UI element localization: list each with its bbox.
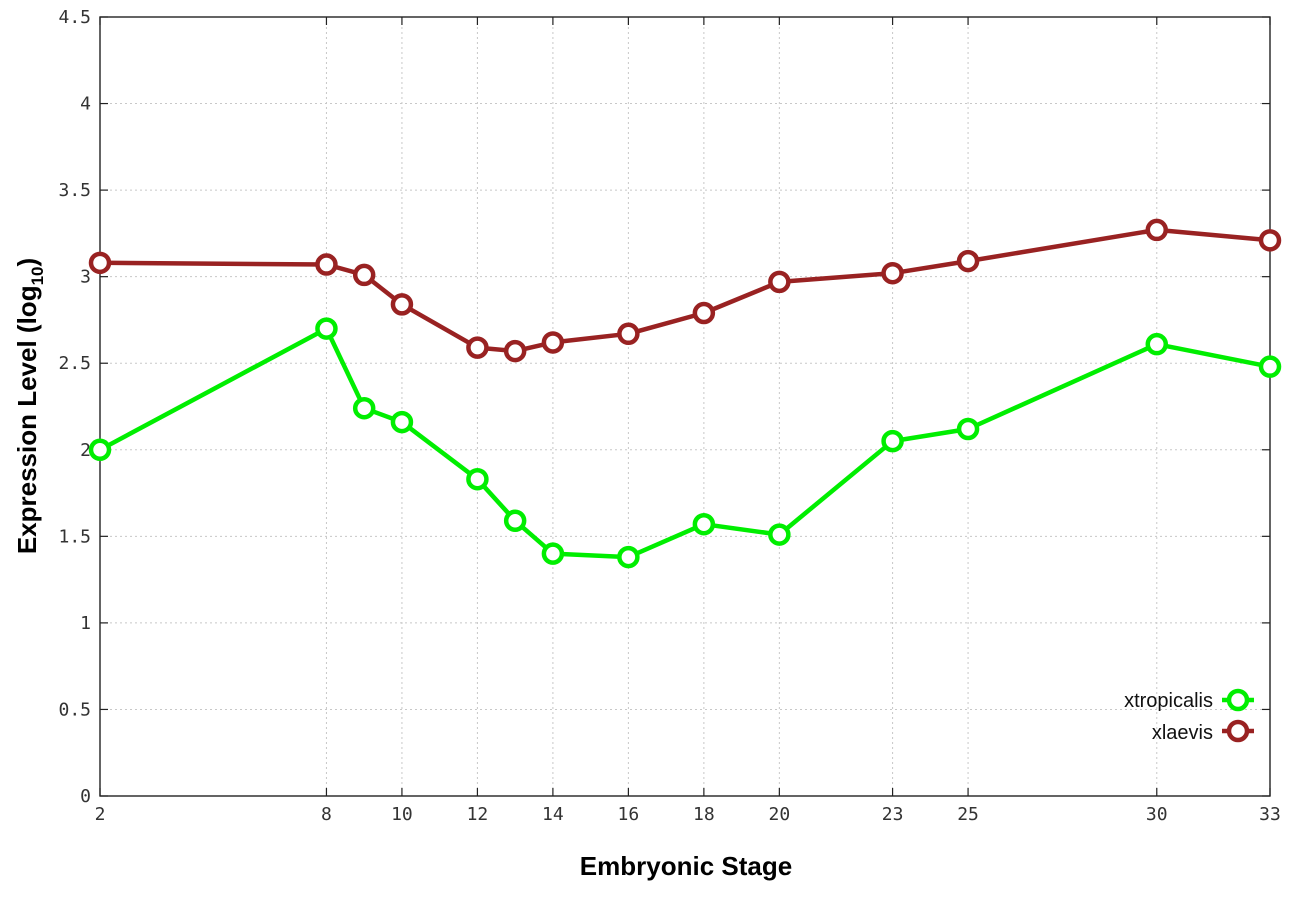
y-tick-label: 3.5 [58,180,91,201]
data-point-xtropicalis [503,509,527,533]
legend-marker-xlaevis [1226,719,1250,743]
series-layer [88,218,1282,569]
y-tick-label: 3 [80,267,91,288]
legend-item-xlaevis: xlaevis [1152,719,1254,744]
x-axis-tick-labels: 2 8 10 12 14 16 18 20 23 25 30 33 [95,804,1281,825]
data-point-xtropicalis [1145,332,1169,356]
y-axis-title-subscript: 10 [28,267,47,286]
y-axis-title-close: ) [12,258,42,267]
legend-label-xlaevis: xlaevis [1152,722,1213,744]
x-tick-label: 8 [321,804,332,825]
plot-frame [99,16,1271,797]
data-point-xtropicalis [617,545,640,569]
x-tick-label: 18 [693,804,715,825]
y-axis-title: Expression Level (log10) [12,258,47,554]
data-point-xtropicalis [1258,355,1282,378]
data-point-xtropicalis [881,429,904,453]
y-axis-tick-labels: 0 0.5 1 1.5 2 2.5 3 3.5 4 4.5 [58,7,91,807]
data-point-xlaevis [466,336,489,359]
y-tick-label: 2.5 [58,353,91,374]
grid [100,17,1270,796]
data-point-xlaevis [390,293,414,316]
y-tick-label: 1.5 [58,526,91,547]
data-point-xtropicalis [692,512,716,536]
y-tick-label: 0 [80,786,91,807]
x-tick-label: 14 [542,804,564,825]
data-point-xlaevis [881,261,904,285]
data-point-xlaevis [617,322,640,346]
x-tick-label: 2 [95,804,106,825]
data-point-xlaevis [88,251,112,275]
x-tick-label: 16 [618,804,640,825]
legend-marker-xtropicalis [1226,688,1250,712]
data-point-xtropicalis [390,410,414,434]
x-tick-label: 20 [769,804,791,825]
y-tick-label: 2 [80,440,91,461]
data-point-xlaevis [692,301,716,325]
x-tick-label: 33 [1259,804,1281,825]
axis-ticks [99,16,1271,797]
legend: xtropicalis xlaevis [1124,688,1254,744]
x-axis-title: Embryonic Stage [580,851,792,881]
data-point-xlaevis [352,263,376,287]
x-tick-label: 30 [1146,804,1168,825]
y-axis-title-main: Expression Level (log [12,285,42,554]
data-point-xlaevis [503,339,527,363]
data-point-xtropicalis [88,438,112,462]
legend-label-xtropicalis: xtropicalis [1124,690,1213,712]
data-point-xtropicalis [352,396,376,420]
data-point-xlaevis [956,249,980,273]
y-tick-label: 1 [80,613,91,634]
data-point-xlaevis [1145,218,1169,242]
x-tick-label: 23 [882,804,904,825]
x-tick-label: 12 [467,804,489,825]
data-point-xlaevis [315,253,338,276]
data-point-xtropicalis [956,417,980,441]
data-point-xtropicalis [541,542,565,565]
x-tick-label: 10 [391,804,413,825]
data-point-xtropicalis [768,523,791,546]
legend-item-xtropicalis: xtropicalis [1124,688,1254,712]
data-point-xtropicalis [315,317,338,340]
x-tick-label: 25 [957,804,979,825]
data-point-xlaevis [768,270,791,294]
series-line-xlaevis [97,227,1273,354]
y-tick-label: 4.5 [58,7,91,28]
y-tick-label: 0.5 [58,699,91,720]
data-point-xlaevis [1258,229,1282,252]
y-tick-label: 4 [80,94,91,115]
data-point-xlaevis [541,331,565,354]
data-point-xtropicalis [466,467,489,491]
